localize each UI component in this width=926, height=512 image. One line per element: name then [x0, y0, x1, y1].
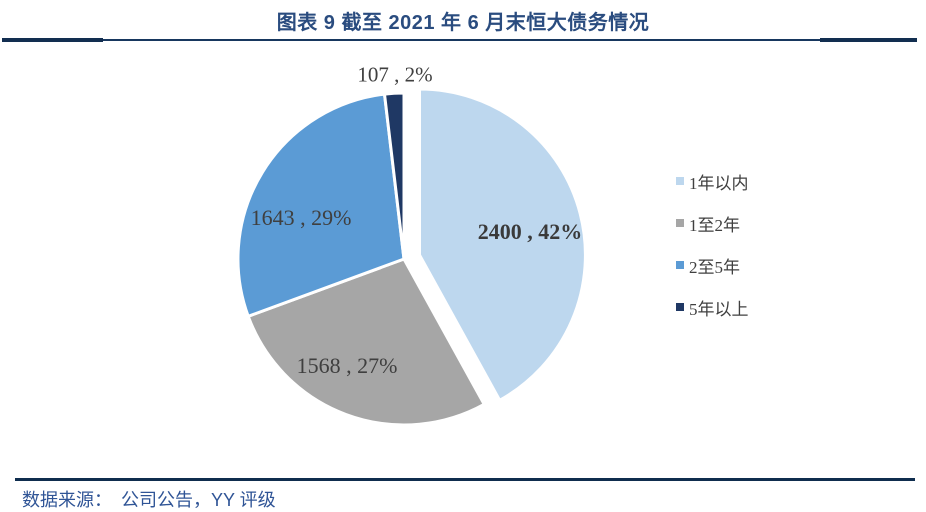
title-underline-thick-right: [820, 38, 917, 42]
legend-swatch-2-to-5-years: [676, 261, 684, 269]
data-source-detail: 公司公告，YY 评级: [121, 490, 276, 510]
slice-label-1-to-2-years: 1568 , 27%: [296, 353, 398, 378]
legend-swatch-within-1-year: [676, 177, 684, 185]
legend-label: 2至5年: [689, 257, 740, 277]
legend-item-1-to-2-years: 1至2年: [676, 202, 749, 244]
slice-label-within-1-year: 2400 , 42%: [477, 219, 583, 244]
title-underline: [2, 38, 917, 43]
slice-label-over-5-years: 107 , 2%: [357, 62, 433, 87]
figure-title: 图表 9 截至 2021 年 6 月末恒大债务情况: [276, 12, 650, 34]
legend-label: 1年以内: [689, 173, 749, 193]
data-source-label: 数据来源：: [22, 490, 112, 510]
pie-slice-1-to-2-years: [246, 257, 486, 427]
legend-swatch-1-to-2-years: [676, 219, 684, 227]
legend-item-over-5-years: 5年以上: [676, 286, 749, 328]
legend-swatch-over-5-years: [676, 303, 684, 311]
legend-item-2-to-5-years: 2至5年: [676, 244, 749, 286]
data-source-note: 数据来源： 公司公告，YY 评级: [22, 486, 276, 512]
footer-rule: [15, 478, 915, 481]
title-underline-thin: [2, 39, 917, 41]
pie-slice-2-to-5-years: [236, 92, 406, 318]
title-underline-thick-left: [2, 38, 103, 42]
legend-item-within-1-year: 1年以内: [676, 160, 749, 202]
chart-legend: 1年以内 1至2年 2至5年 5年以上: [676, 160, 749, 328]
legend-label: 1至2年: [689, 215, 740, 235]
pie-slice-within-1-year: [418, 87, 587, 402]
pie-slice-over-5-years: [383, 91, 406, 261]
legend-label: 5年以上: [689, 299, 749, 319]
slice-label-2-to-5-years: 1643 , 29%: [250, 205, 352, 230]
